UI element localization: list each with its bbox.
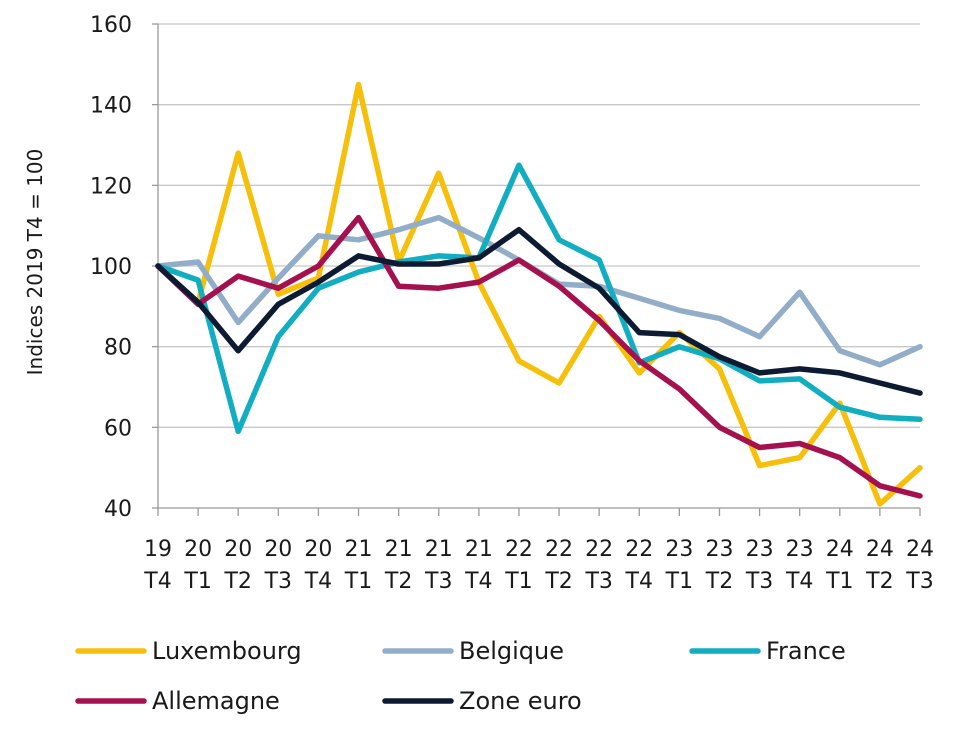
y-tick-label: 140 [90, 94, 132, 119]
x-tick-label-year: 20 [304, 537, 332, 562]
legend-label-luxembourg: Luxembourg [152, 637, 302, 665]
x-tick-label-quarter: T2 [544, 569, 572, 594]
legend-label-allemagne: Allemagne [152, 687, 280, 715]
x-tick-label-year: 20 [224, 537, 252, 562]
series-line-zone-euro [155, 226, 923, 396]
gridlines [158, 23, 920, 428]
x-tick-label-quarter: T3 [905, 569, 933, 594]
x-tick-label-quarter: T2 [223, 569, 251, 594]
x-tick-label-year: 23 [746, 537, 774, 562]
x-tick-label-year: 24 [906, 537, 934, 562]
y-tick-label: 60 [104, 416, 132, 441]
x-tick-label-quarter: T1 [504, 569, 532, 594]
y-tick-label: 120 [90, 174, 132, 199]
x-tick-label-quarter: T2 [865, 569, 893, 594]
y-axis-title: Indices 2019 T4 = 100 [23, 149, 47, 376]
y-tick-label: 80 [104, 336, 132, 361]
x-tick-label-quarter: T1 [183, 569, 211, 594]
legend: Luxembourg Belgique France Allemagne Zone eu… [75, 637, 846, 715]
x-tick-label-year: 20 [264, 537, 292, 562]
x-tick-label-year: 22 [545, 537, 573, 562]
x-tick-label-quarter: T4 [785, 569, 813, 594]
x-tick-label-year: 21 [425, 537, 453, 562]
x-tick-label-quarter: T3 [264, 569, 292, 594]
x-tick-label-quarter: T1 [825, 569, 853, 594]
x-tick-label-year: 24 [866, 537, 894, 562]
x-tick-label-quarter: T4 [304, 569, 332, 594]
x-tick-label-year: 23 [705, 537, 733, 562]
x-tick-label-quarter: T3 [424, 569, 452, 594]
x-tick-label-quarter: T3 [584, 569, 612, 594]
x-tick-label-quarter: T2 [384, 569, 412, 594]
x-tick-label-year: 21 [465, 537, 493, 562]
x-tick-label-year: 21 [345, 537, 373, 562]
x-tick-label-quarter: T4 [625, 569, 653, 594]
x-tick-label-quarter: T1 [665, 569, 693, 594]
y-tick-label: 100 [90, 255, 132, 280]
series-line-france [155, 162, 923, 435]
series-line-luxembourg [155, 81, 923, 507]
x-tick-label-year: 23 [786, 537, 814, 562]
x-tick-label-year: 22 [585, 537, 613, 562]
x-tick-label-year: 21 [385, 537, 413, 562]
x-tick-label-year: 24 [826, 537, 854, 562]
x-tick-label-quarter: T4 [464, 569, 492, 594]
x-tick-label-year: 23 [665, 537, 693, 562]
legend-label-belgique: Belgique [459, 637, 564, 665]
y-tick-label: 160 [90, 13, 132, 38]
x-tick-label-year: 20 [184, 537, 212, 562]
x-tick-label-year: 22 [505, 537, 533, 562]
x-tick-label-quarter: T1 [344, 569, 372, 594]
legend-label-france: France [766, 637, 846, 665]
x-tick-label-quarter: T3 [745, 569, 773, 594]
x-tick-label-quarter: T2 [705, 569, 733, 594]
series-line-belgique [155, 214, 923, 368]
x-tick-label-quarter: T4 [143, 569, 171, 594]
axes: Indices 2019 T4 = 100 40 60 80 100 120 140 160… [23, 13, 934, 594]
legend-label-zone-euro: Zone euro [459, 687, 582, 715]
series-line-allemagne [155, 214, 923, 499]
x-tick-label-year: 22 [625, 537, 653, 562]
x-tick-label-year: 19 [144, 537, 172, 562]
series-lines [155, 81, 923, 507]
y-tick-label: 40 [104, 497, 132, 522]
